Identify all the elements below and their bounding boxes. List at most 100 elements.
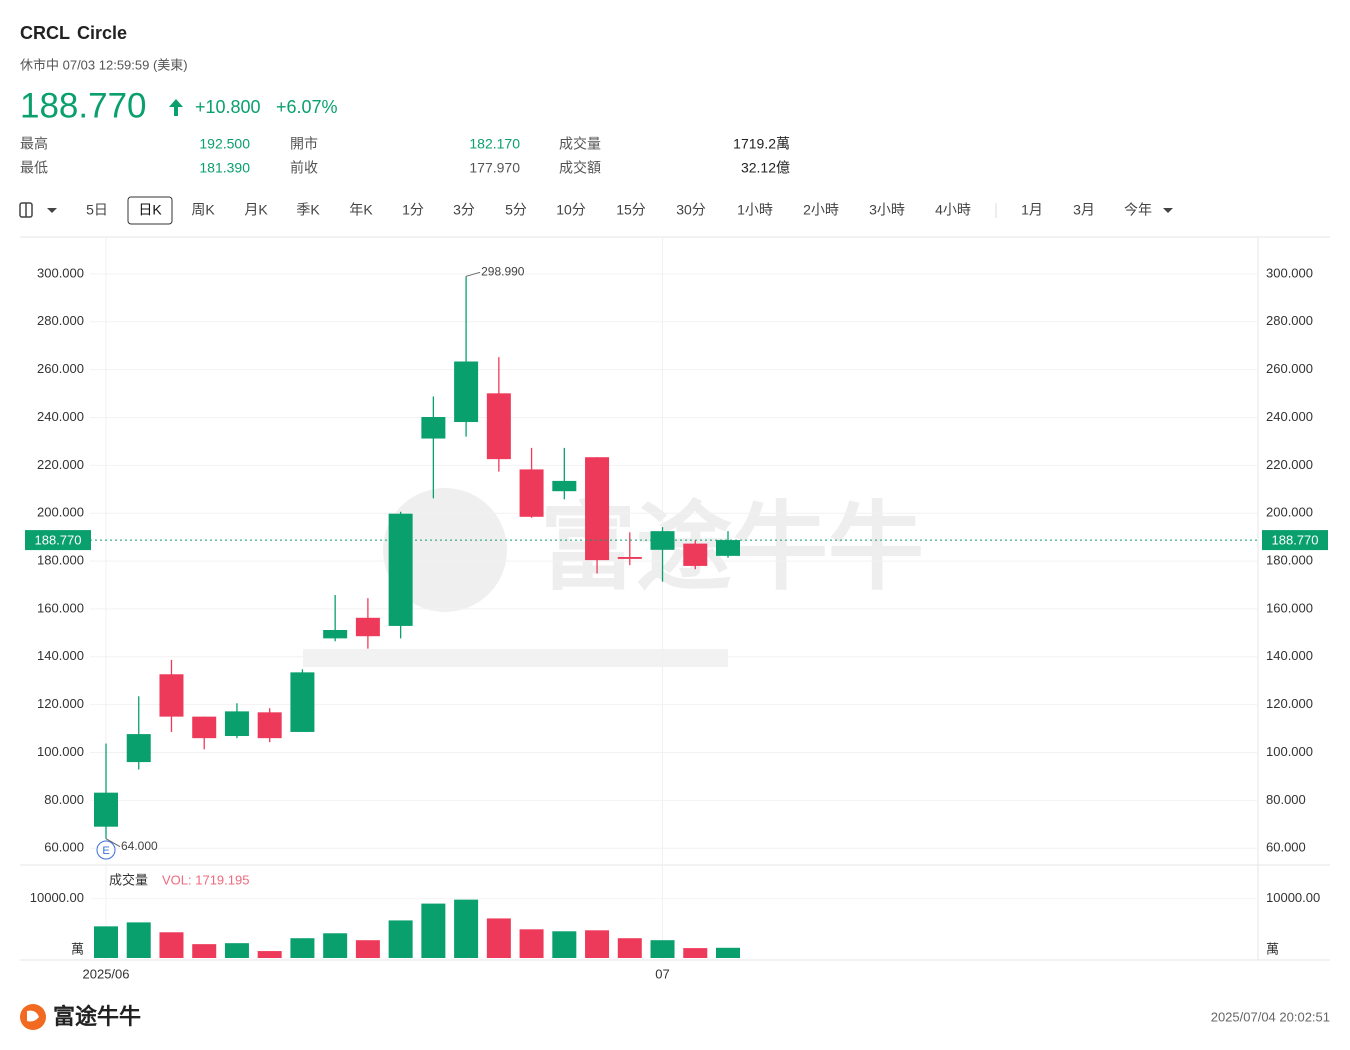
period-tab[interactable]: 周K — [191, 202, 215, 218]
volume-bar — [486, 918, 511, 958]
earnings-marker[interactable] — [96, 840, 116, 860]
y2-tick-label: 240.000 — [1266, 409, 1313, 424]
volume-bar — [323, 933, 348, 958]
period-tab[interactable]: 10分 — [556, 202, 586, 218]
y-tick-label: 280.000 — [37, 313, 84, 328]
volume-bar — [224, 943, 249, 958]
redaction-bar — [303, 649, 728, 667]
period-tab[interactable]: 2小時 — [803, 202, 839, 218]
candle-body — [519, 469, 544, 517]
period-tab[interactable]: 5分 — [505, 202, 527, 218]
candle-body — [486, 393, 511, 460]
period-tab[interactable]: 15分 — [616, 202, 646, 218]
candle-body — [224, 711, 249, 737]
candle-body — [716, 540, 740, 556]
period-tab[interactable]: 4小時 — [935, 202, 971, 218]
y2-tick-label: 260.000 — [1266, 361, 1313, 376]
dropdown-arrow[interactable] — [1163, 208, 1173, 213]
y2-tick-label: 220.000 — [1266, 457, 1313, 472]
period-tab[interactable]: 30分 — [676, 202, 706, 218]
volume-bar — [421, 903, 446, 958]
stat-value: 177.970 — [469, 160, 520, 176]
period-tab[interactable]: 1月 — [1021, 202, 1043, 218]
stock-name: Circle — [77, 23, 127, 43]
period-tab[interactable]: 1分 — [402, 202, 424, 218]
market-status: 休市中 07/03 12:59:59 (美東) — [20, 57, 188, 72]
candle-body — [552, 480, 577, 492]
stat-label: 最低 — [20, 160, 48, 176]
volume-bar — [454, 899, 479, 958]
candle-body — [290, 672, 315, 732]
change: +10.800 — [195, 97, 261, 117]
volume-bar — [552, 931, 577, 958]
volume-unit: 萬 — [1266, 941, 1279, 956]
volume-bar — [388, 920, 413, 958]
volume-bar — [519, 929, 544, 958]
stat-value: 1719.2萬 — [733, 136, 790, 152]
candle-body — [650, 531, 675, 550]
volume-title: 成交量 — [109, 872, 148, 887]
candle-body — [192, 716, 217, 739]
stat-label: 成交額 — [559, 160, 601, 176]
volume-bar — [683, 948, 708, 958]
y-tick-label: 220.000 — [37, 457, 84, 472]
annotation: 298.990 — [481, 264, 525, 278]
y-tick-label: 100.000 — [37, 744, 84, 759]
annotation: 64.000 — [121, 839, 158, 853]
volume-tick-label: 10000.00 — [30, 890, 84, 905]
y-tick-label: 160.000 — [37, 600, 84, 615]
volume-label: VOL: 1719.195 — [162, 872, 249, 887]
candle-body — [159, 674, 184, 717]
candle-body — [355, 617, 380, 637]
volume-bar — [94, 926, 118, 958]
volume-bar — [257, 951, 282, 958]
stat-label: 成交量 — [559, 136, 601, 152]
candle-body — [421, 417, 446, 439]
y-tick-label: 140.000 — [37, 648, 84, 663]
change-pct: +6.07% — [276, 97, 338, 117]
last-price-label: 188.770 — [35, 533, 82, 548]
period-tab[interactable]: 月K — [244, 202, 268, 218]
last-price-tag — [1262, 530, 1328, 551]
period-tab[interactable]: 今年 — [1124, 202, 1152, 218]
candle-body — [94, 792, 118, 827]
y-tick-label: 80.000 — [44, 792, 84, 807]
volume-bar — [290, 938, 315, 958]
period-tab[interactable]: 5日 — [86, 202, 108, 218]
volume-tick-label: 10000.00 — [1266, 890, 1320, 905]
logo — [20, 1004, 46, 1030]
chart: 60.000 60.000 80.000 80.000 100.000 100.000 12… — [20, 238, 1330, 981]
volume-bar — [126, 922, 151, 958]
period-tab[interactable]: 3小時 — [869, 202, 905, 218]
stat-value: 182.170 — [469, 136, 520, 152]
x-tick-label: 07 — [655, 966, 669, 981]
candle-body — [683, 543, 708, 566]
period-tab[interactable]: 季K — [296, 202, 320, 218]
dropdown-arrow[interactable] — [47, 208, 57, 213]
candle-body — [617, 557, 642, 559]
stat-value: 181.390 — [199, 160, 250, 176]
annotation-leader — [465, 271, 481, 277]
toolbar: 5日 日K 周K 月K 季K 年K 1分 3分 5分 10分 15分 30分 1小時 2小時 3小時 4小時 1… — [19, 196, 1173, 225]
annotation-leader — [105, 838, 121, 848]
period-tab[interactable]: 3分 — [453, 202, 475, 218]
volume-bar — [617, 938, 642, 958]
volume-bar — [159, 932, 184, 958]
y2-tick-label: 100.000 — [1266, 744, 1313, 759]
stat-label: 前收 — [290, 160, 318, 176]
watermark: 富途牛牛 — [383, 488, 924, 612]
period-tab[interactable]: 1小時 — [737, 202, 773, 218]
active-tab — [127, 196, 173, 225]
earnings-marker-letter: E — [102, 845, 109, 857]
stat-label: 開市 — [290, 136, 318, 152]
timestamp: 2025/07/04 20:02:51 — [1211, 1009, 1330, 1024]
y2-tick-label: 120.000 — [1266, 696, 1313, 711]
x-tick-label: 2025/06 — [83, 966, 130, 981]
period-tab[interactable]: 3月 — [1073, 202, 1095, 218]
period-tab[interactable]: 年K — [349, 202, 373, 218]
period-tab[interactable]: 日K — [138, 202, 162, 218]
y-tick-label: 300.000 — [37, 265, 84, 280]
